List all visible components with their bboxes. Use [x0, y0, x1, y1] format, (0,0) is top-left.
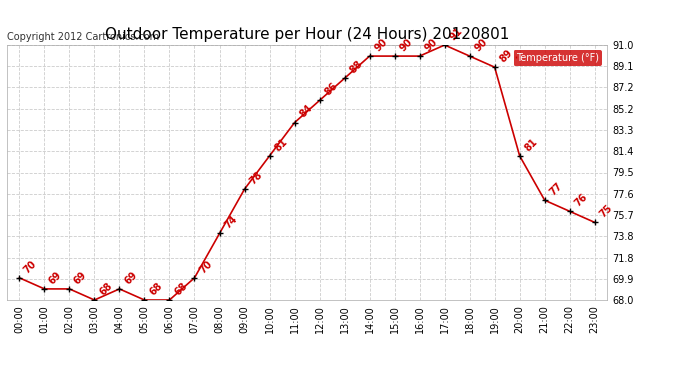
Text: 90: 90	[473, 37, 489, 53]
Text: 77: 77	[547, 181, 564, 198]
Text: Copyright 2012 Cartronics.com: Copyright 2012 Cartronics.com	[7, 33, 159, 42]
Text: 86: 86	[322, 81, 339, 98]
Text: 84: 84	[297, 103, 314, 120]
Text: 90: 90	[422, 37, 439, 53]
Text: 68: 68	[172, 280, 189, 297]
Text: 69: 69	[122, 270, 139, 286]
Text: 89: 89	[497, 48, 514, 64]
Text: 78: 78	[247, 170, 264, 186]
Text: 70: 70	[197, 258, 214, 275]
Text: 68: 68	[97, 280, 114, 297]
Legend: Temperature (°F): Temperature (°F)	[513, 50, 602, 66]
Text: 90: 90	[397, 37, 414, 53]
Text: 69: 69	[72, 270, 89, 286]
Text: 74: 74	[222, 214, 239, 231]
Text: 90: 90	[373, 37, 389, 53]
Text: 69: 69	[47, 270, 63, 286]
Text: 88: 88	[347, 59, 364, 75]
Text: 76: 76	[573, 192, 589, 208]
Text: 75: 75	[598, 203, 614, 220]
Text: 91: 91	[447, 26, 464, 42]
Text: 81: 81	[522, 136, 539, 153]
Text: 68: 68	[147, 280, 164, 297]
Text: 70: 70	[22, 258, 39, 275]
Text: 81: 81	[273, 136, 289, 153]
Title: Outdoor Temperature per Hour (24 Hours) 20120801: Outdoor Temperature per Hour (24 Hours) …	[105, 27, 509, 42]
